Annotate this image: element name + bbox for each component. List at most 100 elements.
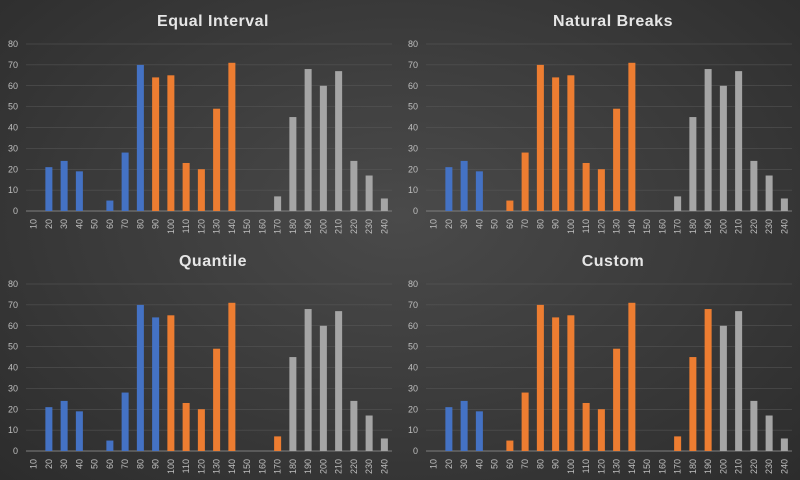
bar-120 <box>197 409 205 451</box>
x-tick-label: 100 <box>166 219 176 234</box>
bar-240 <box>780 198 788 211</box>
bar-100 <box>167 315 175 451</box>
bar-210 <box>335 71 343 211</box>
y-tick-label: 60 <box>8 321 18 331</box>
bar-70 <box>121 392 129 451</box>
x-tick-label: 50 <box>490 459 500 469</box>
y-tick-label: 60 <box>8 81 18 91</box>
x-tick-label: 40 <box>74 459 84 469</box>
bar-20 <box>45 167 53 211</box>
bar-80 <box>536 304 544 451</box>
bar-60 <box>506 200 514 211</box>
x-tick-label: 130 <box>612 219 622 234</box>
y-tick-label: 10 <box>408 425 418 435</box>
bar-60 <box>106 440 114 451</box>
y-tick-label: 0 <box>413 446 418 456</box>
y-tick-label: 40 <box>8 363 18 373</box>
bar-100 <box>167 75 175 211</box>
x-tick-label: 240 <box>379 219 389 234</box>
bar-170 <box>674 196 682 211</box>
x-tick-label: 20 <box>44 459 54 469</box>
x-tick-label: 80 <box>535 219 545 229</box>
y-tick-label: 60 <box>408 321 418 331</box>
x-tick-label: 70 <box>120 219 130 229</box>
x-tick-label: 110 <box>581 459 591 473</box>
bar-80 <box>536 64 544 211</box>
x-tick-label: 30 <box>59 219 69 229</box>
chart-equal-interval: Equal Interval 0 10 20 30 40 50 60 70 80 10 20 30 40… <box>0 0 400 240</box>
bar-90 <box>152 317 160 451</box>
x-tick-label: 210 <box>334 459 344 474</box>
x-tick-label: 160 <box>257 219 267 234</box>
x-tick-label: 190 <box>303 219 313 234</box>
x-tick-label: 170 <box>673 459 683 474</box>
bar-140 <box>628 62 636 211</box>
x-tick-label: 150 <box>242 219 252 234</box>
y-tick-label: 30 <box>8 383 18 393</box>
bar-120 <box>597 409 605 451</box>
x-tick-label: 50 <box>90 459 100 469</box>
y-tick-label: 20 <box>8 164 18 174</box>
x-tick-label: 180 <box>288 219 298 234</box>
bar-100 <box>567 315 575 451</box>
bar-210 <box>335 311 343 451</box>
x-tick-label: 140 <box>227 459 237 474</box>
x-tick-label: 60 <box>105 219 115 229</box>
x-tick-label: 40 <box>74 219 84 229</box>
bar-240 <box>780 438 788 451</box>
chart-natural-breaks: Natural Breaks 0 10 20 30 40 50 60 70 80 10 20 30 40… <box>400 0 800 240</box>
x-tick-label: 180 <box>688 219 698 234</box>
x-tick-label: 30 <box>459 459 469 469</box>
y-tick-label: 80 <box>8 279 18 289</box>
bar-210 <box>735 71 743 211</box>
chart-title: Natural Breaks <box>553 13 673 30</box>
bar-130 <box>613 108 621 211</box>
y-tick-label: 50 <box>408 102 418 112</box>
y-tick-label: 30 <box>408 143 418 153</box>
bar-140 <box>228 302 236 451</box>
x-tick-label: 110 <box>581 219 591 233</box>
bar-210 <box>735 311 743 451</box>
bar-60 <box>506 440 514 451</box>
y-tick-label: 10 <box>8 425 18 435</box>
x-tick-label: 160 <box>657 219 667 234</box>
bar-220 <box>750 400 758 451</box>
y-tick-label: 0 <box>13 206 18 216</box>
x-tick-label: 230 <box>364 219 374 234</box>
y-tick-label: 40 <box>408 123 418 133</box>
x-tick-label: 20 <box>444 219 454 229</box>
bar-140 <box>228 62 236 211</box>
bar-190 <box>704 69 712 211</box>
y-tick-label: 30 <box>8 143 18 153</box>
bar-230 <box>765 415 773 451</box>
x-tick-label: 240 <box>779 459 789 474</box>
x-tick-label: 200 <box>318 219 328 234</box>
bar-180 <box>289 357 297 451</box>
x-tick-label: 180 <box>688 459 698 474</box>
x-tick-label: 50 <box>490 219 500 229</box>
bar-130 <box>613 348 621 451</box>
x-tick-label: 190 <box>303 459 313 474</box>
y-tick-label: 20 <box>408 404 418 414</box>
x-tick-label: 150 <box>242 459 252 474</box>
y-tick-label: 40 <box>408 363 418 373</box>
bar-70 <box>121 152 129 211</box>
x-tick-label: 230 <box>364 459 374 474</box>
bar-170 <box>674 436 682 451</box>
chart-custom-svg: Custom 0 10 20 30 40 50 60 70 80 10 20 30 40 50 60 70 80… <box>408 253 792 474</box>
plot-area: 0 10 20 30 40 50 60 70 80 10 20 30 40 50 60 70 80 90 100 11… <box>408 279 792 474</box>
bar-170 <box>274 436 282 451</box>
x-tick-label: 60 <box>105 459 115 469</box>
bar-230 <box>365 415 373 451</box>
x-tick-label: 10 <box>429 459 439 469</box>
chart-natural-breaks-svg: Natural Breaks 0 10 20 30 40 50 60 70 80 10 20 30 40… <box>408 13 792 234</box>
bar-200 <box>319 85 327 211</box>
bar-110 <box>182 402 190 451</box>
x-tick-label: 190 <box>703 219 713 234</box>
x-tick-label: 40 <box>474 219 484 229</box>
x-tick-label: 100 <box>566 219 576 234</box>
bar-190 <box>304 309 312 451</box>
x-tick-label: 140 <box>227 219 237 234</box>
x-tick-label: 40 <box>474 459 484 469</box>
x-tick-label: 170 <box>273 459 283 474</box>
